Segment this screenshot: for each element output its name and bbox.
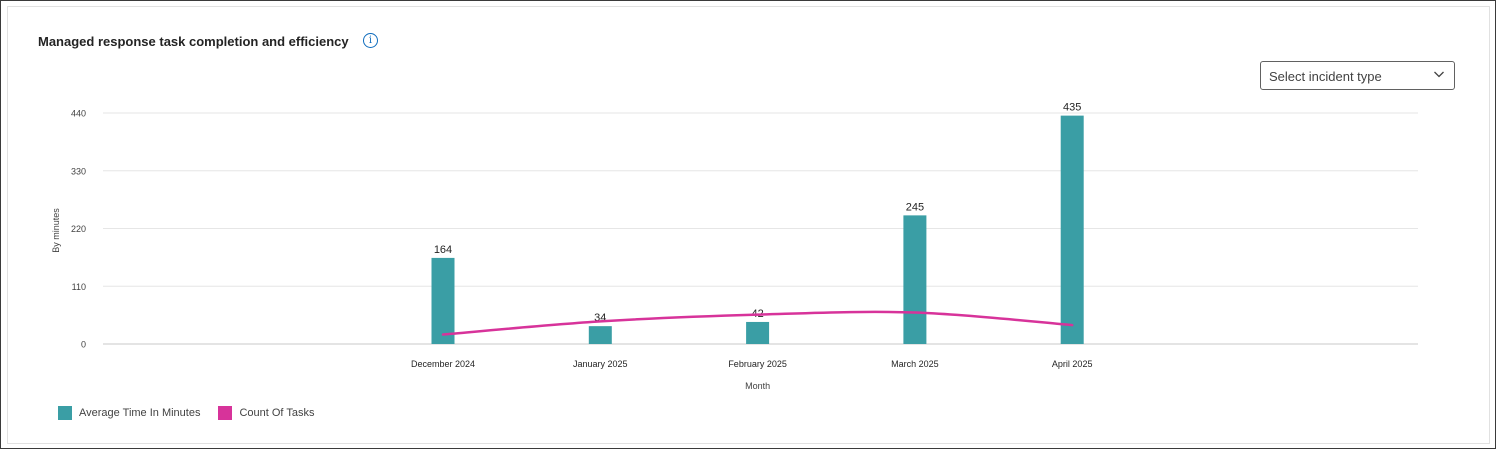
x-tick-label: December 2024 [411,359,475,369]
legend-swatch-avg-time [58,406,72,420]
y-axis-label: By minutes [51,208,61,253]
legend-swatch-count-tasks [218,406,233,420]
x-tick-label: March 2025 [891,359,939,369]
y-tick-label: 440 [71,109,86,119]
x-axis-label: Month [745,381,770,391]
bar [431,257,455,344]
legend-item-count-tasks[interactable]: Count Of Tasks [218,406,314,420]
bar [746,321,770,344]
info-icon[interactable]: i [363,33,378,48]
x-tick-label: February 2025 [728,359,787,369]
data-label: 435 [1063,102,1081,114]
legend-label-avg-time: Average Time In Minutes [79,407,201,419]
incident-type-select[interactable]: Select incident type [1260,61,1455,90]
bar [588,326,612,344]
data-label: 245 [906,201,924,213]
y-tick-label: 0 [81,340,86,350]
incident-type-select-placeholder: Select incident type [1269,69,1382,84]
x-tick-label: April 2025 [1052,359,1093,369]
chevron-down-icon [1434,71,1444,78]
legend-label-count-tasks: Count Of Tasks [239,407,315,419]
legend: Average Time In Minutes Count Of Tasks [58,406,314,420]
x-tick-label: January 2025 [573,359,628,369]
y-tick-label: 330 [71,166,86,176]
bar [1060,115,1084,344]
series-line-count-of-tasks [441,310,1074,336]
card-title: Managed response task completion and eff… [38,34,349,49]
legend-item-avg-time[interactable]: Average Time In Minutes [58,406,200,420]
bar [903,215,927,344]
y-tick-label: 110 [72,282,86,292]
chart-card: Managed response task completion and eff… [7,6,1490,444]
y-tick-label: 220 [71,224,86,234]
data-label: 164 [434,244,452,256]
